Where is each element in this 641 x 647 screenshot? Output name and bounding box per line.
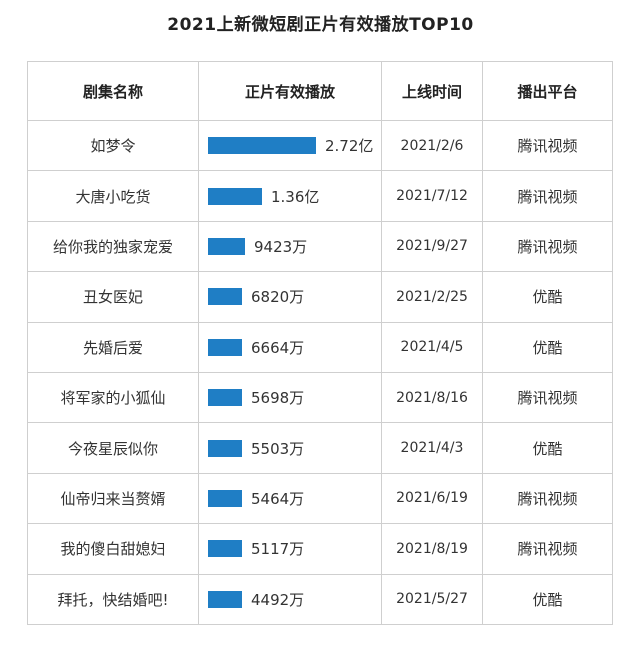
valid-plays-cell: 5117万 xyxy=(199,524,382,574)
valid-plays-cell: 4492万 xyxy=(199,574,382,624)
header-launch-date: 上线时间 xyxy=(382,62,483,120)
platform-cell: 腾讯视频 xyxy=(517,237,578,256)
launch-date-cell: 2021/8/16 xyxy=(382,373,483,423)
drama-name-cell: 如梦令 xyxy=(28,121,199,171)
play-count-bar xyxy=(208,237,245,255)
header-platform: 播出平台 xyxy=(517,82,578,101)
launch-date-cell: 2021/9/27 xyxy=(382,221,483,272)
table-row: 先婚后爱 6664万 2021/4/5 优酷 xyxy=(28,321,612,372)
valid-plays-cell: 5698万 xyxy=(199,373,382,423)
launch-date-cell: 2021/4/5 xyxy=(382,322,483,372)
table-row: 如梦令 2.72亿 2021/2/6 腾讯视频 xyxy=(28,120,612,171)
platform-cell: 腾讯视频 xyxy=(517,187,578,206)
platform-cell: 优酷 xyxy=(532,288,563,307)
drama-name-cell: 今夜星辰似你 xyxy=(28,423,199,473)
play-count-label: 5698万 xyxy=(251,389,305,408)
play-count-bar xyxy=(208,338,242,356)
play-count-bar xyxy=(208,187,262,205)
chart-title: 2021上新微短剧正片有效播放TOP10 xyxy=(167,15,474,35)
launch-date-cell: 2021/5/27 xyxy=(382,574,483,624)
table-row: 今夜星辰似你 5503万 2021/4/3 优酷 xyxy=(28,422,612,473)
play-count-bar xyxy=(208,137,316,155)
valid-plays-cell: 5464万 xyxy=(199,473,382,524)
play-count-bar xyxy=(208,590,242,608)
platform-cell: 腾讯视频 xyxy=(517,489,578,508)
launch-date-cell: 2021/7/12 xyxy=(382,171,483,221)
table-row: 丑女医妃 6820万 2021/2/25 优酷 xyxy=(28,271,612,322)
play-count-label: 2.72亿 xyxy=(325,137,374,156)
drama-name-cell: 将军家的小狐仙 xyxy=(28,373,199,423)
valid-plays-cell: 9423万 xyxy=(199,221,382,272)
play-count-bar xyxy=(208,288,242,306)
table-row: 大唐小吃货 1.36亿 2021/7/12 腾讯视频 xyxy=(28,170,612,221)
play-count-bar xyxy=(208,489,242,507)
play-count-bar xyxy=(208,439,242,457)
drama-name-cell: 拜托，快结婚吧! xyxy=(28,574,199,624)
valid-plays-cell: 6820万 xyxy=(199,272,382,322)
play-count-bar xyxy=(208,540,242,558)
drama-name-cell: 先婚后爱 xyxy=(28,322,199,372)
play-count-label: 5464万 xyxy=(251,489,305,508)
drama-name-cell: 给你我的独家宠爱 xyxy=(28,221,199,272)
platform-cell: 腾讯视频 xyxy=(517,137,578,156)
drama-name-cell: 我的傻白甜媳妇 xyxy=(28,524,199,574)
valid-plays-cell: 2.72亿 xyxy=(199,121,382,171)
platform-cell: 腾讯视频 xyxy=(517,540,578,559)
play-count-label: 1.36亿 xyxy=(271,187,320,206)
table-row: 仙帝归来当赘婿 5464万 2021/6/19 腾讯视频 xyxy=(28,472,612,524)
table-row: 拜托，快结婚吧! 4492万 2021/5/27 优酷 xyxy=(28,573,612,624)
play-count-label: 5117万 xyxy=(251,540,305,559)
drama-name-cell: 大唐小吃货 xyxy=(28,171,199,221)
ranking-table: 剧集名称 正片有效播放 上线时间 播出平台 如梦令 2.72亿 2021/2/6 腾讯… xyxy=(27,61,613,625)
table-row: 给你我的独家宠爱 9423万 2021/9/27 腾讯视频 xyxy=(28,220,612,272)
table-row: 我的傻白甜媳妇 5117万 2021/8/19 腾讯视频 xyxy=(28,523,612,574)
valid-plays-cell: 6664万 xyxy=(199,322,382,372)
launch-date-cell: 2021/4/3 xyxy=(382,423,483,473)
play-count-label: 9423万 xyxy=(254,237,308,256)
valid-plays-cell: 1.36亿 xyxy=(199,171,382,221)
table-row: 将军家的小狐仙 5698万 2021/8/16 腾讯视频 xyxy=(28,372,612,423)
platform-cell: 腾讯视频 xyxy=(517,389,578,408)
play-count-label: 6820万 xyxy=(251,288,305,307)
header-valid-plays: 正片有效播放 xyxy=(199,62,382,120)
launch-date-cell: 2021/6/19 xyxy=(382,473,483,524)
platform-cell: 优酷 xyxy=(532,338,563,357)
platform-cell: 优酷 xyxy=(532,590,563,609)
platform-cell: 优酷 xyxy=(532,439,563,458)
play-count-label: 4492万 xyxy=(251,590,305,609)
header-drama-name: 剧集名称 xyxy=(28,62,199,120)
launch-date-cell: 2021/8/19 xyxy=(382,524,483,574)
play-count-label: 5503万 xyxy=(251,439,305,458)
table-header-row: 剧集名称 正片有效播放 上线时间 播出平台 xyxy=(28,62,612,120)
drama-name-cell: 仙帝归来当赘婿 xyxy=(28,473,199,524)
valid-plays-cell: 5503万 xyxy=(199,423,382,473)
drama-name-cell: 丑女医妃 xyxy=(28,272,199,322)
launch-date-cell: 2021/2/25 xyxy=(382,272,483,322)
play-count-label: 6664万 xyxy=(251,338,305,357)
play-count-bar xyxy=(208,389,242,407)
launch-date-cell: 2021/2/6 xyxy=(382,121,483,171)
